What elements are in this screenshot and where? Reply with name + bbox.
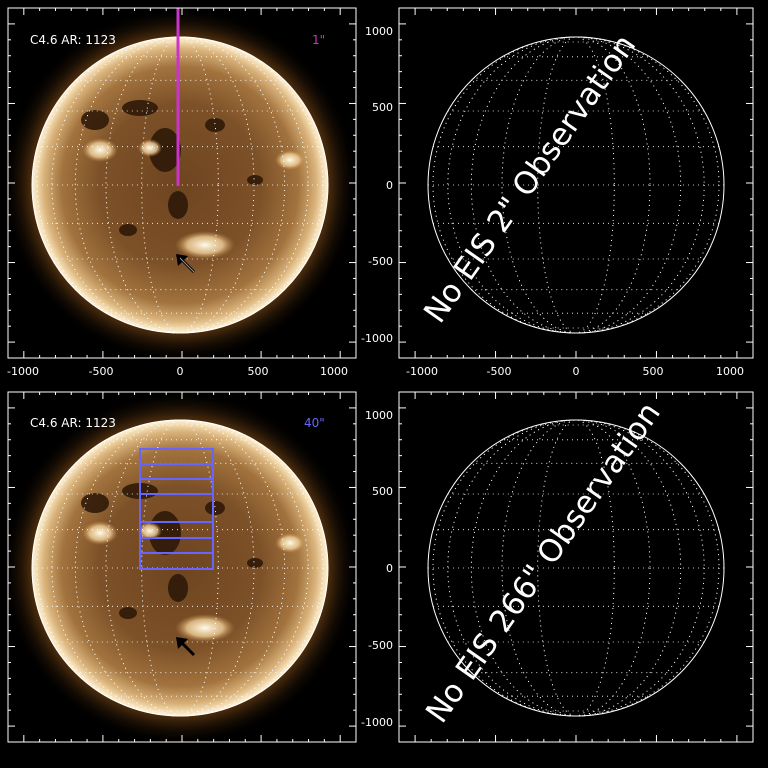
grid-meridian	[470, 419, 682, 717]
grid-meridian	[105, 36, 255, 334]
limb-circle	[31, 36, 329, 334]
bright-region	[138, 522, 162, 540]
arrow-icon	[176, 254, 196, 274]
x-tick-labels: -1000 -500 0 500 1000	[406, 365, 744, 378]
axis-ticks	[7, 7, 357, 359]
grid-meridian	[51, 419, 309, 717]
x-tick-label: -500	[89, 365, 114, 378]
y-tick-label: 500	[372, 101, 393, 114]
axis-ticks	[398, 7, 754, 359]
y-tick-label: 0	[386, 562, 393, 575]
x-tick-label: 1000	[716, 365, 744, 378]
raster-label: 40"	[304, 416, 325, 430]
grid-meridian	[74, 36, 286, 334]
grid-meridian	[501, 419, 651, 717]
grid-meridian	[537, 419, 615, 717]
grid-meridian	[470, 419, 682, 717]
x-tick-label: 1000	[320, 365, 348, 378]
y-tick-label: 1000	[365, 25, 393, 38]
raster-outline	[139, 448, 214, 570]
flare-region	[175, 614, 235, 642]
bright-region	[82, 138, 118, 162]
y-tick-label: -1000	[361, 332, 393, 345]
y-tick-label: -500	[368, 255, 393, 268]
y-tick-labels: 1000 500 0 -500 -1000	[361, 25, 393, 345]
grid-meridian	[74, 419, 286, 717]
bright-region	[138, 139, 162, 157]
y-tick-label: -500	[368, 639, 393, 652]
x-tick-label: -500	[487, 365, 512, 378]
no-observation-message: No EIS 266" Observation	[419, 396, 668, 730]
x-tick-labels: -1000 -500 0 500 1000	[7, 365, 348, 378]
eis-raster-boxes	[139, 448, 214, 570]
no-observation-message: No EIS 2" Observation	[417, 28, 643, 330]
y-tick-label: 0	[386, 179, 393, 192]
axis-ticks	[398, 391, 754, 743]
grid-meridian	[501, 36, 651, 334]
grid-meridian	[537, 36, 615, 334]
grid-meridian	[51, 36, 309, 334]
coronal-holes	[81, 100, 263, 236]
grid-meridian	[447, 36, 705, 334]
x-tick-label: 0	[573, 365, 580, 378]
grid-meridian	[141, 419, 219, 717]
limb-circle	[31, 419, 329, 717]
x-tick-label: 500	[248, 365, 269, 378]
y-tick-labels: 1000 500 0 -500 -1000	[361, 409, 393, 729]
grid-meridian	[447, 419, 705, 717]
y-tick-label: -1000	[361, 716, 393, 729]
x-tick-label: -1000	[406, 365, 438, 378]
panel-top-right: No EIS 2" Observation 1000 500 0 -500 -1…	[361, 7, 754, 378]
arrow-icon	[176, 637, 196, 657]
event-label: C4.6 AR: 1123	[30, 33, 116, 47]
panel-bottom-right: No EIS 266" Observation 1000 500 0 -500 …	[361, 391, 754, 743]
limb-circle	[427, 419, 725, 717]
panel-top-left: C4.6 AR: 1123 1" -1000 -500 0 500 1000	[7, 7, 357, 378]
axis-ticks	[7, 391, 357, 743]
limb-circle	[427, 36, 725, 334]
grid-meridian	[141, 36, 219, 334]
x-tick-label: -1000	[7, 365, 39, 378]
flare-region	[175, 231, 235, 259]
x-tick-label: 0	[177, 365, 184, 378]
bright-region	[275, 150, 305, 170]
event-label: C4.6 AR: 1123	[30, 416, 116, 430]
grid-meridian	[105, 419, 255, 717]
y-tick-label: 1000	[365, 409, 393, 422]
bright-region	[82, 521, 118, 545]
bright-region	[275, 533, 305, 553]
grid-meridian	[470, 36, 682, 334]
slit-label: 1"	[312, 33, 325, 47]
panel-bottom-left: C4.6 AR: 1123 40"	[7, 391, 357, 743]
y-tick-label: 500	[372, 485, 393, 498]
solar-disk	[32, 37, 328, 333]
x-tick-label: 500	[643, 365, 664, 378]
